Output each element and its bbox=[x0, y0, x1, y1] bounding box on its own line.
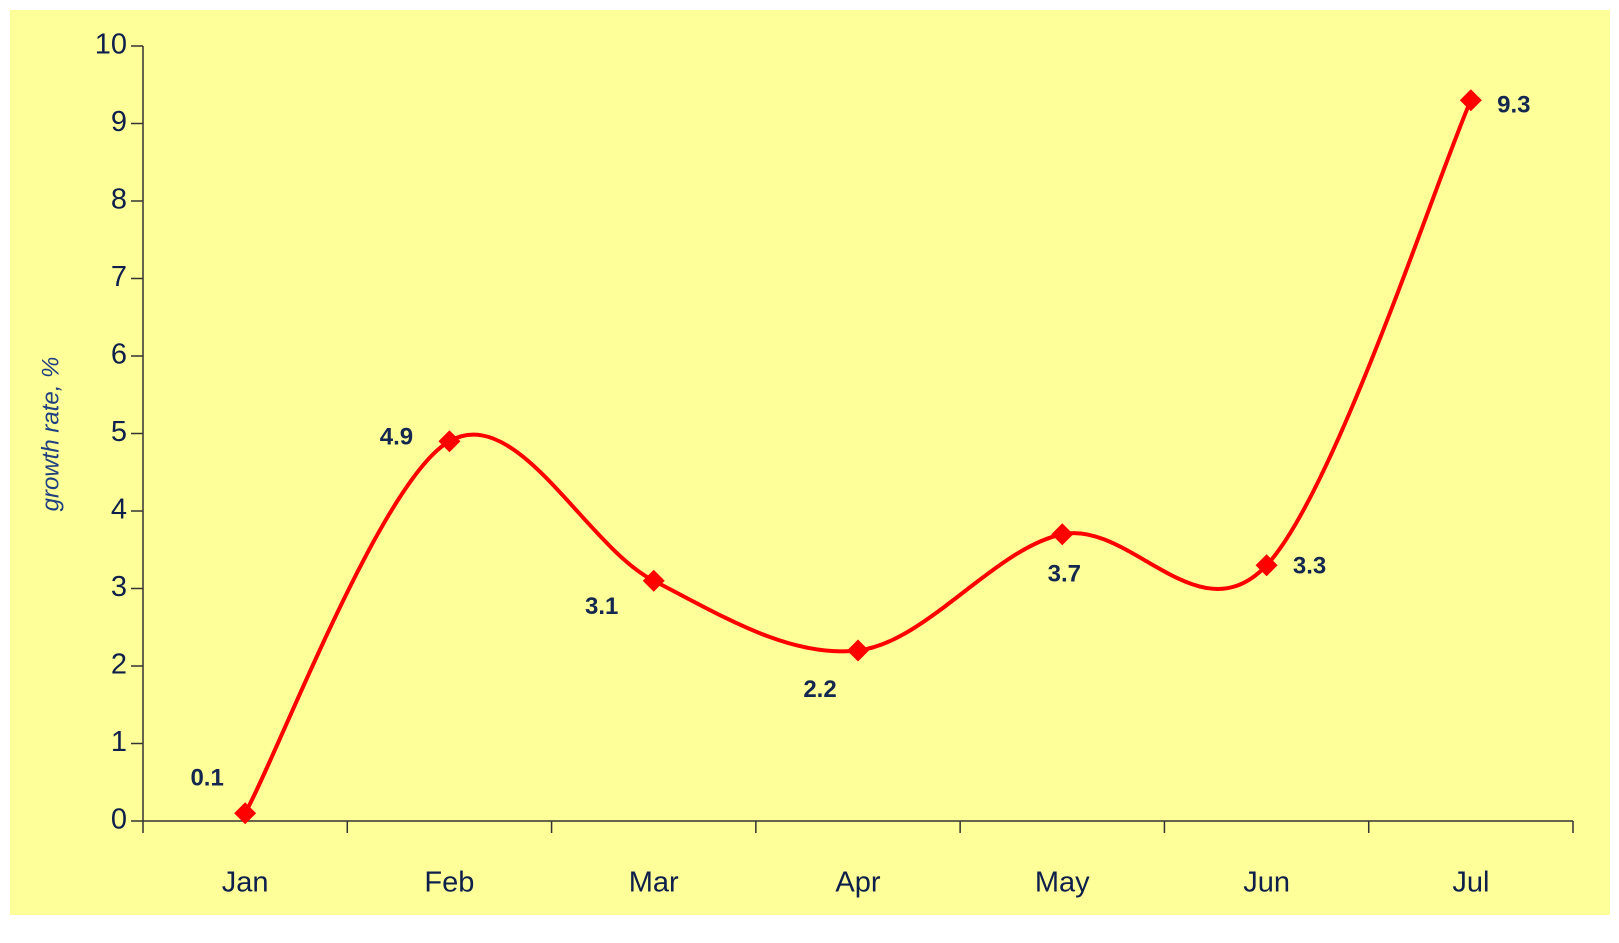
marker bbox=[642, 569, 665, 592]
data-label: 2.2 bbox=[803, 676, 836, 703]
x-tick-label: Jun bbox=[1243, 867, 1290, 899]
y-axis-label: growth rate, % bbox=[37, 357, 64, 512]
chart-background bbox=[10, 10, 1610, 915]
marker bbox=[1459, 89, 1482, 112]
y-tick-label: 9 bbox=[111, 106, 127, 138]
y-tick-label: 0 bbox=[111, 804, 127, 836]
x-tick-label: Apr bbox=[835, 867, 880, 899]
data-label: 9.3 bbox=[1497, 92, 1530, 119]
y-tick-label: 3 bbox=[111, 571, 127, 603]
x-tick-label: Mar bbox=[629, 867, 679, 899]
y-tick-label: 6 bbox=[111, 339, 127, 371]
marker bbox=[438, 430, 461, 453]
y-tick-label: 10 bbox=[95, 29, 127, 61]
x-tick-label: Jan bbox=[222, 867, 269, 899]
y-tick-label: 1 bbox=[111, 726, 127, 758]
data-label: 0.1 bbox=[190, 765, 223, 792]
data-label: 3.3 bbox=[1293, 553, 1326, 580]
x-tick-label: Jul bbox=[1452, 867, 1489, 899]
y-tick-label: 2 bbox=[111, 649, 127, 681]
data-label: 3.1 bbox=[585, 593, 618, 620]
marker bbox=[1255, 554, 1278, 577]
data-label: 4.9 bbox=[380, 424, 413, 451]
x-tick-label: Feb bbox=[424, 867, 474, 899]
marker bbox=[1051, 523, 1074, 546]
y-tick-label: 8 bbox=[111, 184, 127, 216]
data-label: 3.7 bbox=[1048, 561, 1081, 588]
marker bbox=[234, 802, 257, 825]
x-tick-label: May bbox=[1035, 867, 1090, 899]
y-tick-label: 4 bbox=[111, 494, 127, 526]
y-tick-label: 7 bbox=[111, 261, 127, 293]
marker bbox=[847, 639, 869, 662]
y-tick-label: 5 bbox=[111, 416, 127, 448]
